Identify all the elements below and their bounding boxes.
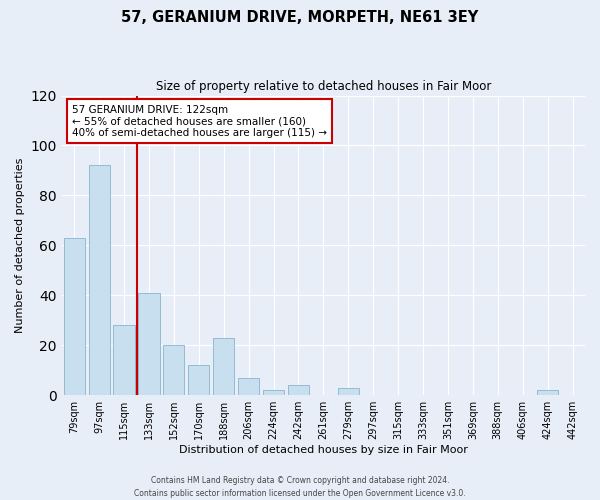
Bar	[139, 293, 160, 395]
Bar	[113, 326, 134, 395]
Bar	[188, 365, 209, 395]
Bar	[64, 238, 85, 395]
Bar	[163, 346, 184, 395]
Bar	[238, 378, 259, 395]
Bar	[213, 338, 235, 395]
Bar	[288, 385, 309, 395]
Y-axis label: Number of detached properties: Number of detached properties	[15, 158, 25, 333]
Bar	[89, 166, 110, 395]
Bar	[263, 390, 284, 395]
Text: Contains HM Land Registry data © Crown copyright and database right 2024.
Contai: Contains HM Land Registry data © Crown c…	[134, 476, 466, 498]
Bar	[338, 388, 359, 395]
Text: 57, GERANIUM DRIVE, MORPETH, NE61 3EY: 57, GERANIUM DRIVE, MORPETH, NE61 3EY	[121, 10, 479, 25]
Title: Size of property relative to detached houses in Fair Moor: Size of property relative to detached ho…	[156, 80, 491, 93]
Text: 57 GERANIUM DRIVE: 122sqm
← 55% of detached houses are smaller (160)
40% of semi: 57 GERANIUM DRIVE: 122sqm ← 55% of detac…	[72, 104, 327, 138]
X-axis label: Distribution of detached houses by size in Fair Moor: Distribution of detached houses by size …	[179, 445, 468, 455]
Bar	[537, 390, 558, 395]
